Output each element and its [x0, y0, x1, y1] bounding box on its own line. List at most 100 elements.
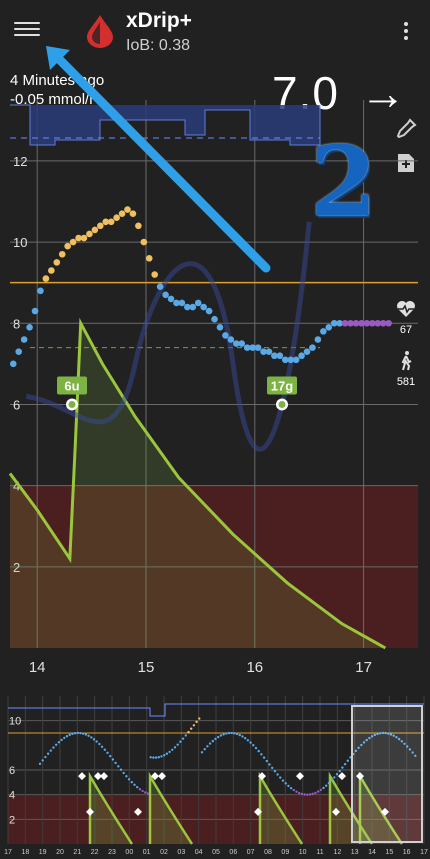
bg-reading-point — [211, 315, 218, 323]
preview-bg-point — [217, 735, 220, 739]
preview-bg-point — [341, 766, 344, 769]
preview-bg-point — [262, 756, 266, 759]
preview-bg-point — [136, 785, 139, 789]
preview-bg-point — [311, 792, 314, 796]
preview-bg-point — [403, 742, 406, 745]
bg-reading-point — [385, 319, 392, 327]
preview-iob-area — [150, 776, 192, 844]
preview-bg-point — [281, 779, 285, 782]
preview-bg-point — [230, 731, 233, 735]
bg-reading-point — [20, 336, 28, 343]
y-tick-label: 6 — [13, 397, 20, 412]
heart-rate-icon — [397, 301, 415, 317]
overview-chart[interactable]: 2 4 6 10 17 18 19 20 21 22 23 00 01 02 03 04 05 06 07 08 09 1… — [0, 696, 430, 859]
glucose-chart[interactable]: 2 4 6 8 10 12 14 15 16 17 6u 17g — [0, 100, 430, 680]
bg-reading-point — [336, 319, 343, 327]
bg-reading-point — [363, 319, 371, 327]
bg-reading-point — [369, 319, 376, 327]
preview-bg-point — [52, 746, 55, 749]
bg-reading-point — [48, 267, 55, 274]
preview-x-tick: 18 — [21, 849, 29, 856]
app-title: xDrip+ — [126, 9, 192, 32]
bg-reading-point — [271, 352, 278, 360]
preview-y-tick: 6 — [9, 765, 15, 777]
preview-bg-point — [138, 788, 142, 791]
trend-arrow: → — [360, 67, 406, 119]
bg-reading-point — [227, 336, 235, 343]
preview-bg-point — [71, 732, 74, 736]
treatment-label: 17g — [271, 378, 293, 393]
preview-x-tick: 09 — [281, 849, 289, 856]
overflow-menu-icon[interactable] — [402, 20, 410, 42]
preview-bg-point — [238, 733, 241, 737]
preview-iob-curve — [328, 771, 374, 845]
preview-bg-point — [316, 790, 320, 793]
bg-reading-point — [325, 324, 333, 331]
bg-reading-point — [151, 271, 159, 278]
calibrate-dropper-icon[interactable] — [395, 118, 417, 140]
menu-icon[interactable] — [14, 18, 40, 40]
preview-bg-point — [133, 783, 136, 786]
bg-reading-point — [233, 340, 240, 347]
preview-x-tick: 10 — [299, 849, 307, 856]
preview-x-tick: 05 — [212, 849, 220, 856]
bg-reading-point — [15, 348, 23, 355]
preview-bg-point — [73, 732, 77, 735]
preview-bg-point — [327, 781, 331, 785]
bg-reading-point — [69, 238, 77, 246]
preview-iob-curve — [88, 771, 134, 845]
preview-x-tick: 08 — [264, 849, 272, 856]
preview-bg-point — [284, 782, 287, 785]
preview-x-tick: 15 — [385, 849, 393, 856]
preview-bg-point — [360, 743, 363, 747]
bg-reading-point — [379, 319, 387, 327]
bg-reading-point — [42, 275, 50, 282]
bg-reading-point — [97, 222, 104, 230]
preview-bg-point — [241, 735, 244, 738]
preview-bg-point — [38, 762, 42, 766]
preview-bg-point — [225, 732, 228, 735]
preview-x-tick: 14 — [368, 849, 376, 856]
preview-bg-point — [381, 731, 385, 735]
preview-bg-point — [273, 770, 277, 773]
bg-reading-point — [298, 352, 305, 360]
preview-bg-point — [271, 766, 274, 770]
preview-bg-point — [287, 784, 290, 788]
treatment-label: 6u — [64, 378, 79, 393]
preview-bg-point — [303, 793, 306, 796]
bg-reading-point — [135, 222, 142, 230]
preview-x-tick: 03 — [177, 849, 185, 856]
preview-bg-point — [292, 788, 295, 792]
preview-bg-point — [46, 752, 50, 755]
preview-bg-point — [195, 720, 198, 724]
preview-bg-point — [338, 769, 341, 773]
preview-bg-point — [246, 739, 250, 742]
preview-bg-point — [168, 750, 171, 754]
preview-bg-point — [57, 740, 61, 744]
preview-bg-point — [233, 732, 236, 735]
preview-bg-point — [249, 741, 252, 744]
preview-x-tick: 01 — [143, 849, 151, 856]
preview-bg-point — [157, 755, 160, 759]
xdrip-drop-icon — [87, 15, 113, 48]
y-tick-label: 2 — [13, 560, 20, 575]
preview-bg-point — [395, 736, 398, 739]
bg-reading-point — [238, 340, 246, 347]
preview-bg-point — [100, 745, 104, 748]
preview-bg-point — [200, 751, 204, 754]
preview-bg-point — [55, 743, 58, 746]
preview-bg-point — [179, 740, 182, 743]
preview-treatment-marker — [296, 772, 304, 781]
heart-rate-value: 67 — [399, 324, 413, 336]
preview-bg-point — [254, 746, 258, 750]
reading-age: 4 Minutes ago — [10, 72, 105, 89]
add-note-icon[interactable] — [395, 152, 417, 174]
preview-bg-point — [165, 752, 169, 755]
preview-bg-point — [343, 762, 347, 766]
preview-treatment-marker — [258, 772, 266, 781]
bg-reading-point — [287, 356, 295, 364]
preview-x-tick: 21 — [73, 849, 81, 856]
preview-bg-point — [203, 747, 206, 751]
preview-bg-point — [414, 754, 417, 758]
preview-bg-point — [119, 768, 123, 771]
